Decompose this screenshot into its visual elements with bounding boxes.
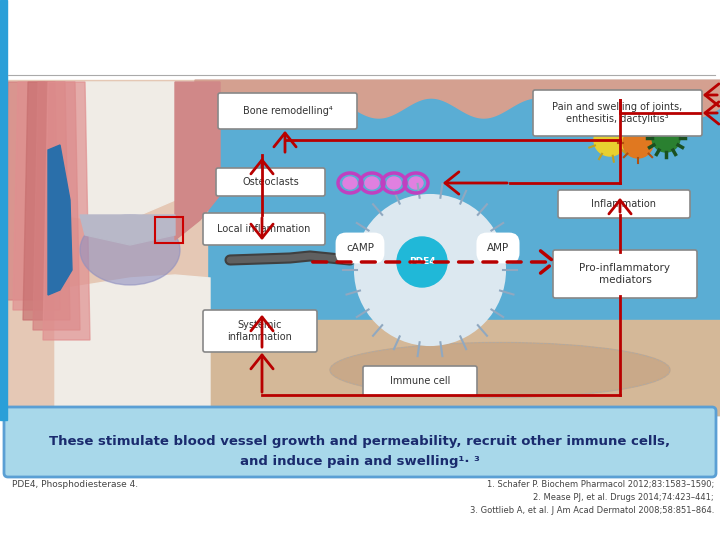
Circle shape — [594, 124, 626, 156]
Polygon shape — [55, 82, 210, 220]
Polygon shape — [48, 145, 72, 295]
Ellipse shape — [343, 177, 357, 189]
Circle shape — [355, 195, 505, 345]
Text: 2. Mease PJ, et al. Drugs 2014;74:423–441;: 2. Mease PJ, et al. Drugs 2014;74:423–44… — [534, 493, 714, 502]
Polygon shape — [33, 82, 80, 330]
Bar — [195, 80, 720, 415]
FancyBboxPatch shape — [4, 407, 716, 477]
Text: AMP: AMP — [487, 243, 509, 253]
FancyBboxPatch shape — [553, 250, 697, 298]
Bar — [7, 80, 207, 415]
Polygon shape — [55, 275, 210, 415]
FancyBboxPatch shape — [216, 168, 325, 196]
Polygon shape — [13, 82, 60, 310]
Text: Osteoclasts: Osteoclasts — [242, 177, 299, 187]
Text: Pain and swelling of joints,
enthesitis, dactylitis³: Pain and swelling of joints, enthesitis,… — [552, 102, 683, 124]
Polygon shape — [175, 82, 220, 240]
Text: 1. Schafer P. Biochem Pharmacol 2012;83:1583–1590;: 1. Schafer P. Biochem Pharmacol 2012;83:… — [487, 480, 714, 489]
Text: PSORIATIC ARTHRITIS ARISES FROM AN: PSORIATIC ARTHRITIS ARISES FROM AN — [12, 8, 429, 27]
Text: cAMP: cAMP — [346, 243, 374, 253]
Polygon shape — [80, 215, 175, 245]
Text: 3. Gottlieb A, et al. J Am Acad Dermatol 2008;58:851–864.: 3. Gottlieb A, et al. J Am Acad Dermatol… — [469, 506, 714, 515]
Bar — [155, 217, 183, 243]
FancyBboxPatch shape — [533, 90, 702, 136]
FancyBboxPatch shape — [203, 213, 325, 245]
Polygon shape — [3, 82, 50, 300]
Polygon shape — [195, 80, 720, 118]
Circle shape — [397, 237, 447, 287]
Text: Immune cell: Immune cell — [390, 376, 450, 386]
Bar — [0, 0, 720, 78]
FancyBboxPatch shape — [558, 190, 690, 218]
Text: Bone remodelling⁴: Bone remodelling⁴ — [243, 106, 333, 116]
Text: PDE4, Phosphodiesterase 4.: PDE4, Phosphodiesterase 4. — [12, 480, 138, 489]
Ellipse shape — [387, 177, 401, 189]
Ellipse shape — [365, 177, 379, 189]
Text: Local inflammation: Local inflammation — [217, 224, 311, 234]
Polygon shape — [195, 320, 720, 415]
Text: 1, 2: 1, 2 — [320, 42, 341, 52]
Text: Systemic
inflammation: Systemic inflammation — [228, 320, 292, 342]
Text: Pro-inflammatory
mediators: Pro-inflammatory mediators — [580, 263, 670, 285]
Polygon shape — [43, 82, 90, 340]
Circle shape — [652, 124, 680, 152]
FancyBboxPatch shape — [363, 366, 477, 396]
Text: Inflammation: Inflammation — [592, 199, 657, 209]
FancyBboxPatch shape — [203, 310, 317, 352]
Ellipse shape — [409, 177, 423, 189]
Bar — [0, 0, 7, 420]
Text: UNCONTROLLED IMMUNE RESPONSE: UNCONTROLLED IMMUNE RESPONSE — [12, 42, 397, 61]
Circle shape — [623, 128, 653, 158]
Ellipse shape — [80, 215, 180, 285]
Text: and induce pain and swelling¹· ³: and induce pain and swelling¹· ³ — [240, 455, 480, 468]
Polygon shape — [23, 82, 70, 320]
Text: These stimulate blood vessel growth and permeability, recruit other immune cells: These stimulate blood vessel growth and … — [50, 435, 670, 449]
Text: PDE4: PDE4 — [409, 258, 436, 267]
FancyBboxPatch shape — [218, 93, 357, 129]
Ellipse shape — [330, 342, 670, 397]
